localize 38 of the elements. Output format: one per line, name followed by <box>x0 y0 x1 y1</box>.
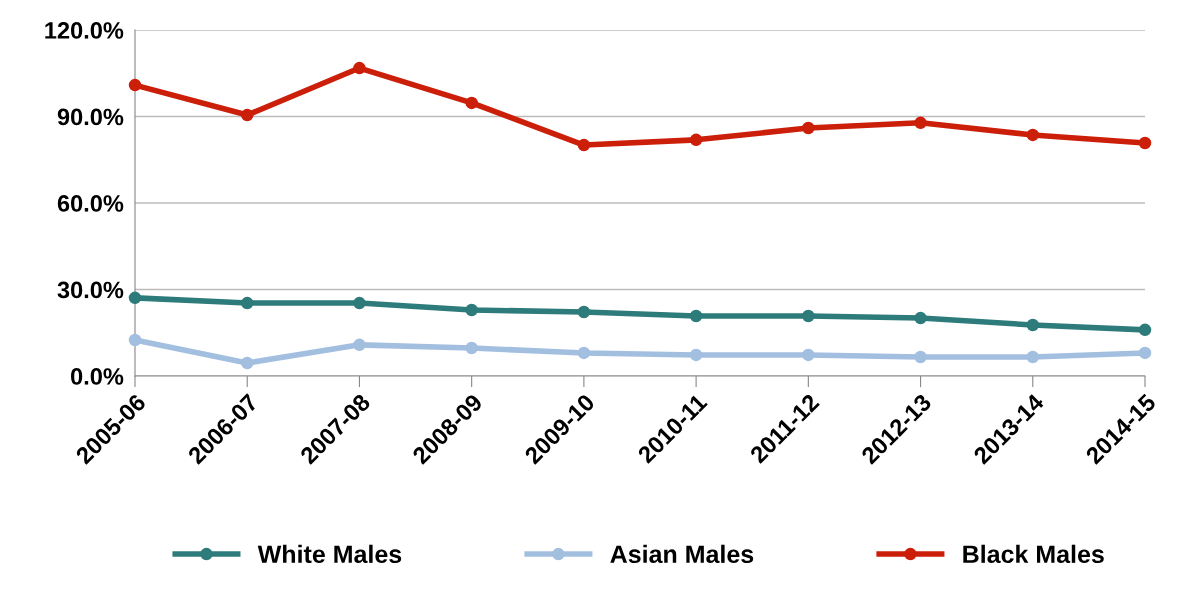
point <box>353 296 366 310</box>
point <box>465 341 478 355</box>
legend-label: Asian Males <box>610 544 754 564</box>
point <box>1138 346 1152 360</box>
y-tick-label: 30.0% <box>57 281 124 299</box>
point <box>128 78 142 92</box>
point <box>914 350 927 364</box>
point <box>1026 318 1040 332</box>
y-tick-label: 60.0% <box>57 195 124 212</box>
point <box>577 346 591 360</box>
point <box>914 311 927 325</box>
point <box>465 303 478 317</box>
point <box>802 309 815 323</box>
point <box>802 121 815 135</box>
y-tick-label: 0.0% <box>71 368 124 385</box>
legend-label: Black Males <box>963 544 1104 564</box>
point <box>240 296 254 310</box>
point <box>465 96 478 110</box>
y-tick-label: 120.0% <box>45 22 124 39</box>
point <box>577 305 591 319</box>
point <box>1138 323 1152 337</box>
point <box>240 108 254 122</box>
point <box>689 133 703 147</box>
point <box>689 348 703 362</box>
point <box>240 356 254 370</box>
point <box>1026 128 1040 142</box>
point <box>914 116 927 130</box>
point <box>353 61 366 75</box>
legend-label: White Males <box>257 544 402 564</box>
point <box>802 348 815 362</box>
point <box>128 291 142 305</box>
y-tick-label: 90.0% <box>57 108 124 126</box>
point <box>689 309 703 323</box>
point <box>353 338 366 352</box>
point <box>1138 136 1152 150</box>
point <box>577 138 591 152</box>
point <box>1026 350 1040 364</box>
point <box>128 333 142 347</box>
